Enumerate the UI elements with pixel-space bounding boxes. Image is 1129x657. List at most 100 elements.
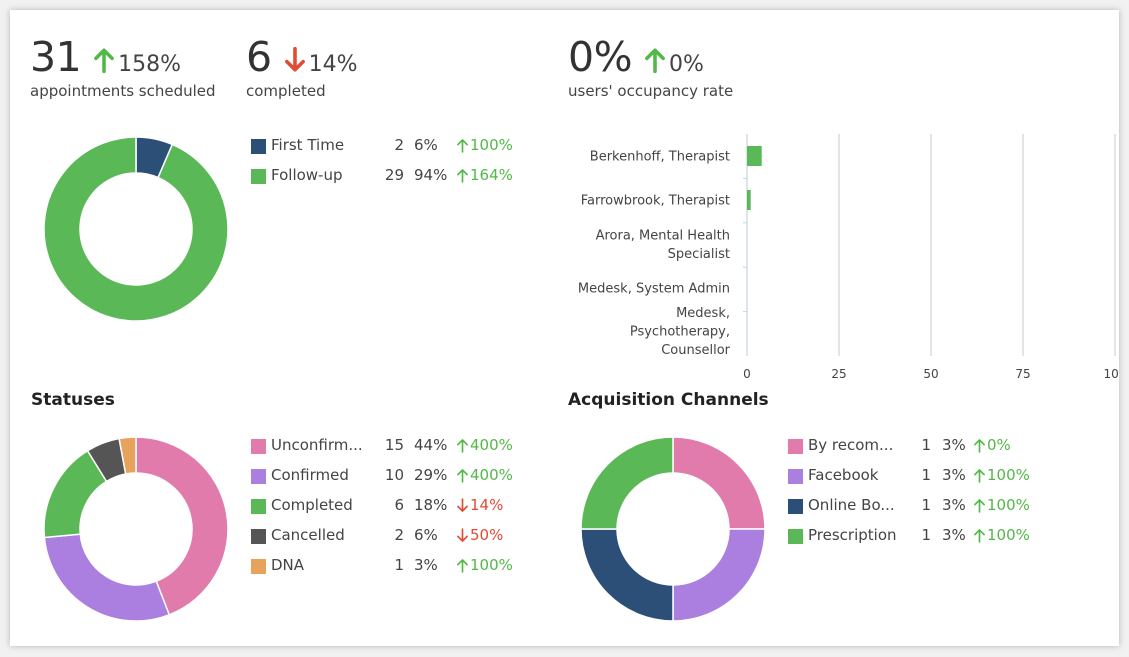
legend-change: 100% bbox=[987, 496, 1030, 514]
arrow-up-icon bbox=[457, 168, 470, 183]
legend-count: 1 bbox=[394, 556, 404, 574]
donut-slice-confirmed bbox=[43, 533, 171, 622]
legend-swatch bbox=[251, 529, 266, 544]
legend-count: 2 bbox=[394, 136, 404, 154]
bar-0 bbox=[747, 146, 762, 166]
bar-category-label: Farrowbrook, Therapist bbox=[581, 194, 730, 209]
legend-swatch bbox=[251, 499, 266, 514]
legend-share: 18% bbox=[414, 496, 448, 514]
legend-change: 0% bbox=[987, 436, 1011, 454]
legend-share: 94% bbox=[414, 166, 448, 184]
arrow-up-icon bbox=[93, 47, 115, 74]
legend-change-wrapper: 100% bbox=[457, 556, 513, 574]
arrow-up-icon bbox=[974, 498, 987, 513]
legend-change: 100% bbox=[470, 136, 513, 154]
legend-share: 6% bbox=[414, 526, 438, 544]
bar-category-label: Arora, Mental Health bbox=[596, 228, 730, 243]
donut-slice-by-recom bbox=[672, 436, 766, 530]
legend-share: 3% bbox=[414, 556, 438, 574]
legend-change: 400% bbox=[470, 466, 513, 484]
x-tick-label: 100 bbox=[1104, 367, 1118, 381]
legend-change: 14% bbox=[470, 496, 504, 514]
legend-swatch bbox=[788, 439, 803, 454]
kpi-value: 31 bbox=[30, 33, 82, 81]
arrow-up-icon bbox=[457, 438, 470, 453]
x-tick-label: 25 bbox=[831, 367, 846, 381]
legend-count: 10 bbox=[384, 466, 404, 484]
legend-change: 100% bbox=[470, 556, 513, 574]
statuses-donut bbox=[43, 436, 229, 622]
legend-change-wrapper: 14% bbox=[457, 496, 503, 514]
bar-category-label: Psychotherapy, bbox=[630, 325, 730, 340]
legend-share: 3% bbox=[942, 466, 966, 484]
arrow-up-icon bbox=[644, 47, 666, 74]
legend-share: 3% bbox=[942, 496, 966, 514]
legend-swatch bbox=[788, 499, 803, 514]
x-tick-label: 50 bbox=[923, 367, 938, 381]
kpi-label: completed bbox=[246, 82, 326, 100]
legend-label: Completed bbox=[271, 496, 353, 514]
legend-share: 29% bbox=[414, 466, 448, 484]
legend-share: 3% bbox=[942, 526, 966, 544]
x-tick-label: 75 bbox=[1015, 367, 1030, 381]
legend-change-wrapper: 0% bbox=[974, 436, 1011, 454]
arrow-up-icon bbox=[457, 558, 470, 573]
donut-slice-prescription bbox=[580, 436, 674, 530]
legend-change: 50% bbox=[470, 526, 504, 544]
legend-label: Unconfirm... bbox=[271, 436, 363, 454]
kpi-appointments-scheduled: 31 158% appointments scheduled bbox=[30, 34, 216, 100]
legend-swatch bbox=[251, 559, 266, 574]
legend-label: Cancelled bbox=[271, 526, 345, 544]
legend-swatch bbox=[788, 469, 803, 484]
kpi-change: 14% bbox=[308, 52, 358, 77]
legend-change: 400% bbox=[470, 436, 513, 454]
x-tick-label: 0 bbox=[743, 367, 751, 381]
legend-count: 1 bbox=[921, 526, 931, 544]
legend-count: 1 bbox=[921, 496, 931, 514]
kpi-occupancy-rate: 0% 0% users' occupancy rate bbox=[568, 34, 733, 100]
acquisition-channels-donut bbox=[580, 436, 766, 622]
donut-slice-unconfirm bbox=[135, 436, 229, 616]
legend-change-wrapper: 50% bbox=[457, 526, 503, 544]
appointment-types-donut bbox=[43, 136, 229, 322]
legend-change-wrapper: 100% bbox=[457, 136, 513, 154]
legend-swatch bbox=[251, 169, 266, 184]
legend-count: 1 bbox=[921, 436, 931, 454]
arrow-up-icon bbox=[974, 468, 987, 483]
donut-slice-dna bbox=[118, 436, 137, 475]
legend-swatch bbox=[251, 439, 266, 454]
kpi-label: users' occupancy rate bbox=[568, 82, 734, 100]
kpi-change: 0% bbox=[669, 52, 704, 77]
legend-change-wrapper: 164% bbox=[457, 166, 513, 184]
arrow-down-icon bbox=[457, 497, 470, 513]
bar-category-label: Medesk, bbox=[676, 306, 730, 321]
legend-count: 29 bbox=[384, 166, 404, 184]
statuses-title: Statuses bbox=[31, 390, 115, 410]
legend-label: By recom... bbox=[808, 436, 894, 454]
legend-share: 44% bbox=[414, 436, 448, 454]
legend-change: 100% bbox=[987, 526, 1030, 544]
arrow-down-icon bbox=[457, 527, 470, 543]
legend-count: 15 bbox=[384, 436, 404, 454]
legend-count: 6 bbox=[394, 496, 404, 514]
legend-label: Follow-up bbox=[271, 166, 343, 184]
kpi-label: appointments scheduled bbox=[30, 82, 216, 100]
donut-slice-facebook bbox=[672, 528, 766, 622]
bar-category-label: Counsellor bbox=[661, 343, 730, 358]
legend-share: 6% bbox=[414, 136, 438, 154]
dashboard-card: 31 158% appointments scheduled 6 14% com… bbox=[10, 10, 1119, 646]
legend-label: First Time bbox=[271, 136, 345, 154]
kpi-value: 6 bbox=[246, 33, 272, 81]
bar-1 bbox=[747, 190, 751, 210]
bar-category-label: Medesk, System Admin bbox=[578, 282, 730, 297]
legend-count: 2 bbox=[394, 526, 404, 544]
arrow-up-icon bbox=[974, 528, 987, 543]
legend-change: 164% bbox=[470, 166, 513, 184]
donut-slice-follow-up bbox=[43, 136, 229, 322]
bar-category-label: Berkenhoff, Therapist bbox=[590, 150, 730, 165]
legend-change-wrapper: 100% bbox=[974, 496, 1030, 514]
kpi-change: 158% bbox=[118, 52, 182, 77]
legend-label: DNA bbox=[271, 556, 305, 574]
legend-label: Confirmed bbox=[271, 466, 349, 484]
kpi-completed: 6 14% completed bbox=[246, 34, 358, 100]
